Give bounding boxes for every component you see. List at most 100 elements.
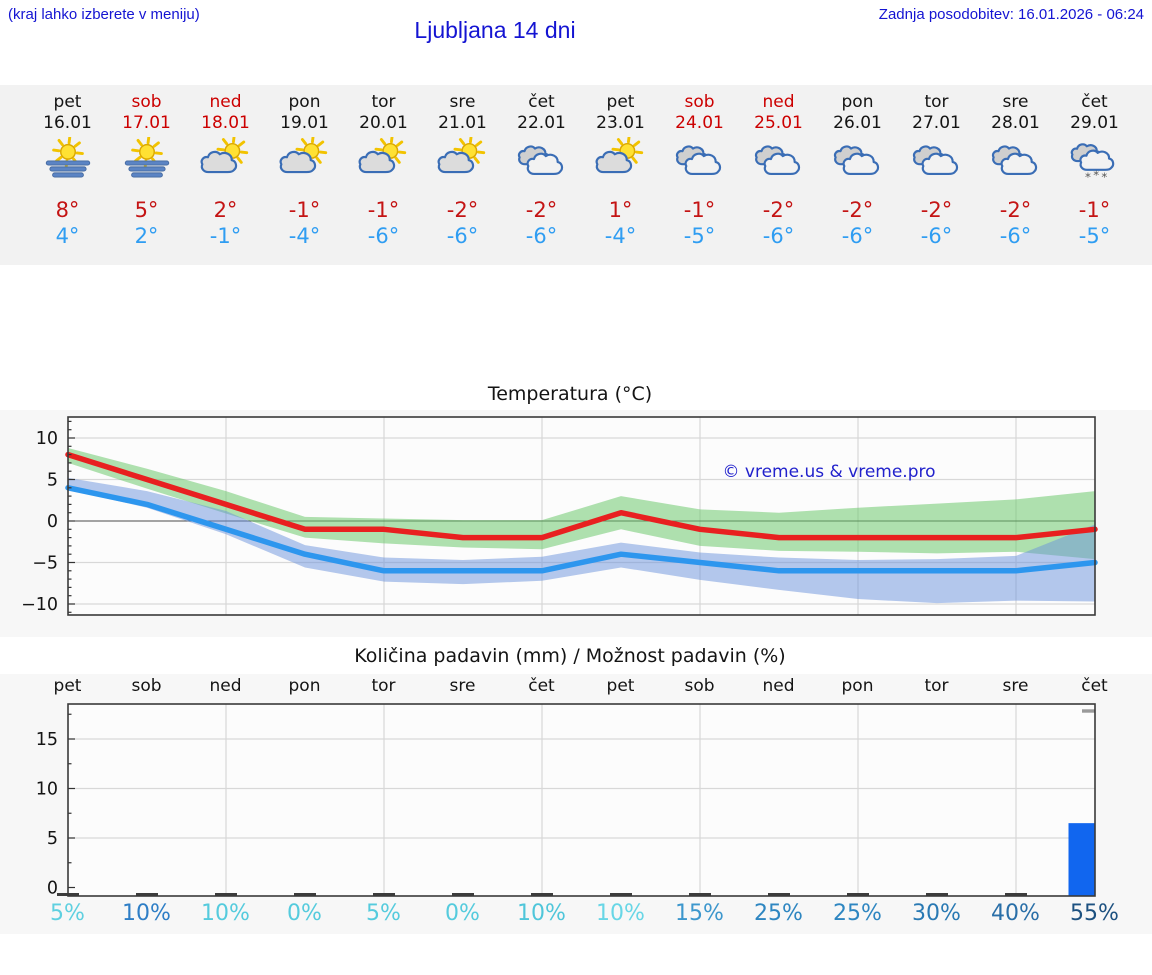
fog-sun-icon [39, 134, 97, 189]
day-min-temp: 2° [134, 224, 159, 248]
day-name: sre [449, 92, 476, 112]
forecast-day-column: pon 19.01 -1° -4° [265, 85, 344, 265]
forecast-day-column: ned 25.01 -2° -6° [739, 85, 818, 265]
day-max-temp: 8° [55, 198, 80, 222]
cloudy-icon [908, 134, 966, 189]
day-max-temp: -1° [683, 198, 716, 222]
svg-text:*: * [1093, 168, 1099, 182]
svg-text:−10: −10 [21, 595, 58, 615]
day-date: 19.01 [280, 113, 329, 133]
day-name: tor [924, 92, 949, 112]
precip-day-label: pon [288, 676, 321, 696]
day-name: čet [1081, 92, 1108, 112]
fog-sun-icon [118, 134, 176, 189]
forecast-day-column: sre 28.01 -2° -6° [976, 85, 1055, 265]
sun-cloud-icon [355, 134, 413, 189]
sun-cloud-icon [434, 134, 492, 189]
max-precip-marker [1082, 709, 1095, 713]
day-date: 18.01 [201, 113, 250, 133]
day-date: 28.01 [991, 113, 1040, 133]
precip-probability-label: 0% [287, 901, 322, 926]
last-updated-text: Zadnja posodobitev: 16.01.2026 - 06:24 [878, 6, 1144, 23]
day-date: 17.01 [122, 113, 171, 133]
svg-text:10: 10 [36, 780, 58, 800]
forecast-day-column: sob 17.01 5° 2° [107, 85, 186, 265]
svg-text:15: 15 [36, 730, 58, 750]
day-max-temp: 2° [213, 198, 238, 222]
day-max-temp: -2° [999, 198, 1032, 222]
precip-day-label: pon [841, 676, 874, 696]
day-min-temp: -6° [762, 224, 795, 248]
precip-day-label: sob [131, 676, 162, 696]
cloudy-icon [750, 134, 808, 189]
day-date: 29.01 [1070, 113, 1119, 133]
precip-probability-label: 15% [675, 901, 724, 926]
svg-text:0: 0 [47, 879, 58, 899]
forecast-day-column: tor 20.01 -1° -6° [344, 85, 423, 265]
cloudy-snow-icon: * * * [1066, 134, 1124, 189]
day-max-temp: 1° [608, 198, 633, 222]
precip-day-label: ned [209, 676, 242, 696]
day-max-temp: -2° [525, 198, 558, 222]
day-date: 25.01 [754, 113, 803, 133]
forecast-day-column: pet 23.01 1° -4° [581, 85, 660, 265]
precipitation-probability-labels: 5% 10% 10% 0% 5% 0% 10% 10% 15% 25% 25% 30% 40% 55% [0, 901, 1152, 926]
precip-bar [1068, 823, 1095, 896]
day-date: 26.01 [833, 113, 882, 133]
precip-probability-label: 40% [991, 901, 1040, 926]
precip-day-label: pet [53, 676, 82, 696]
precip-probability-label: 55% [1070, 901, 1119, 926]
watermark-link[interactable]: © vreme.us & vreme.pro [722, 462, 935, 482]
day-max-temp: -2° [841, 198, 874, 222]
day-max-temp: -1° [367, 198, 400, 222]
day-name: sob [131, 92, 162, 112]
precip-probability-label: 0% [445, 901, 480, 926]
precip-day-label: tor [371, 676, 396, 696]
day-name: tor [371, 92, 396, 112]
cloudy-icon [671, 134, 729, 189]
day-min-temp: 4° [55, 224, 80, 248]
day-date: 16.01 [43, 113, 92, 133]
day-min-temp: -6° [841, 224, 874, 248]
temperature-chart-title: Temperatura (°C) [487, 383, 653, 405]
cloudy-icon [513, 134, 571, 189]
precip-day-label: ned [762, 676, 795, 696]
svg-text:5: 5 [47, 829, 58, 849]
day-min-temp: -6° [920, 224, 953, 248]
forecast-day-column: čet 29.01 * * * -1° -5° [1055, 85, 1134, 265]
precip-day-label: čet [528, 676, 555, 696]
precip-probability-label: 10% [122, 901, 171, 926]
forecast-day-column: tor 27.01 -2° -6° [897, 85, 976, 265]
day-max-temp: -2° [920, 198, 953, 222]
day-max-temp: -1° [1078, 198, 1111, 222]
precipitation-chart: 0 5 10 15 [36, 703, 1096, 899]
day-max-temp: 5° [134, 198, 159, 222]
day-name: pon [841, 92, 874, 112]
forecast-day-column: čet 22.01 -2° -6° [502, 85, 581, 265]
day-min-temp: -6° [999, 224, 1032, 248]
day-min-temp: -4° [604, 224, 637, 248]
day-name: ned [209, 92, 242, 112]
precip-probability-label: 25% [754, 901, 803, 926]
svg-text:0: 0 [47, 512, 58, 532]
day-date: 22.01 [517, 113, 566, 133]
temperature-chart: 10 5 0 −5 −10 © vreme.us & vreme.pro [21, 416, 1098, 616]
day-min-temp: -6° [367, 224, 400, 248]
precipitation-chart-title: Količina padavin (mm) / Možnost padavin … [354, 645, 786, 667]
precip-probability-label: 10% [201, 901, 250, 926]
precipitation-day-labels: pet sob ned pon tor sre čet pet sob ned pon tor sre č… [0, 676, 1152, 696]
svg-text:−5: −5 [32, 554, 58, 574]
forecast-day-strip: pet 16.01 8° 4° sob 17.01 5° 2° ned 18.0… [0, 85, 1152, 265]
day-min-temp: -5° [1078, 224, 1111, 248]
precip-probability-label: 5% [50, 901, 85, 926]
day-min-temp: -6° [446, 224, 479, 248]
precip-probability-label: 30% [912, 901, 961, 926]
svg-text:5: 5 [47, 471, 58, 491]
day-date: 20.01 [359, 113, 408, 133]
precip-probability-label: 5% [366, 901, 401, 926]
day-date: 24.01 [675, 113, 724, 133]
day-name: pet [606, 92, 635, 112]
day-min-temp: -1° [209, 224, 242, 248]
day-date: 21.01 [438, 113, 487, 133]
svg-text:*: * [1085, 170, 1091, 183]
